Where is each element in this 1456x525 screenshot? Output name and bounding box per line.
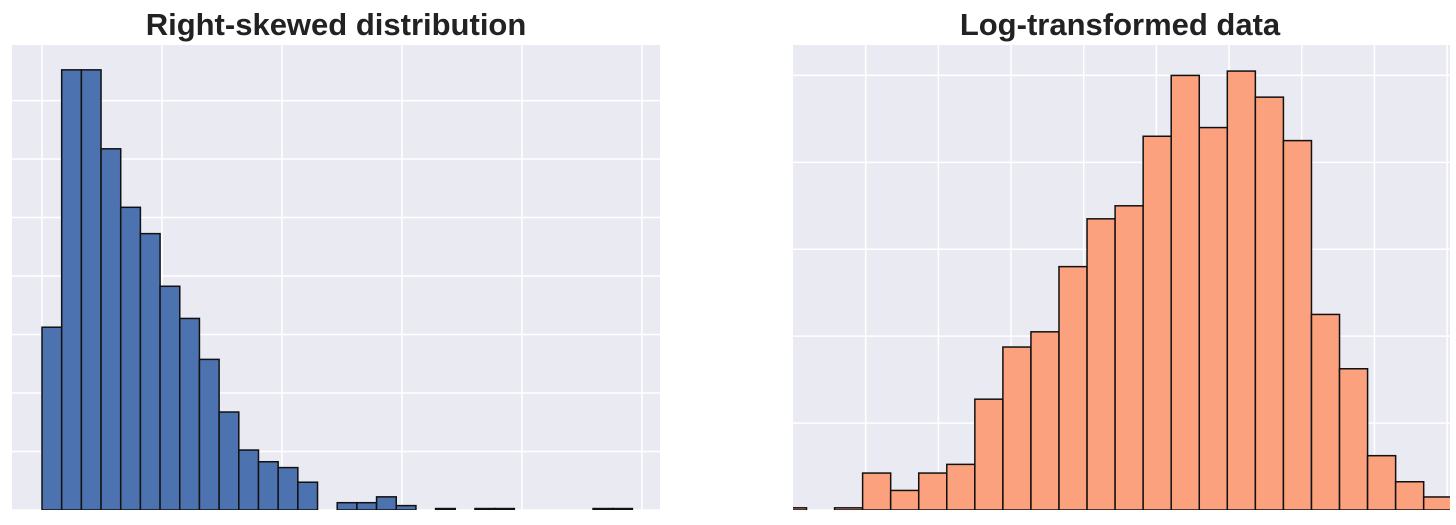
- bar: [395, 504, 417, 510]
- bar: [41, 326, 63, 510]
- bar: [1226, 70, 1257, 510]
- bar: [592, 507, 614, 510]
- bar: [1282, 139, 1313, 510]
- bar: [434, 507, 457, 510]
- bar: [218, 411, 240, 510]
- bar: [60, 69, 83, 510]
- bar: [336, 501, 358, 510]
- chart-title: Log-transformed data: [960, 7, 1281, 42]
- bar: [1114, 205, 1144, 510]
- bar: [238, 449, 260, 510]
- bar: [1366, 454, 1397, 510]
- bar: [974, 398, 1004, 510]
- bar: [356, 501, 378, 510]
- bar: [1310, 313, 1341, 510]
- bar: [139, 232, 161, 510]
- bar: [946, 463, 976, 510]
- bar: [474, 507, 496, 510]
- bar: [793, 507, 808, 510]
- axes: [12, 45, 660, 510]
- bar: [1198, 126, 1229, 510]
- bar: [1142, 135, 1172, 510]
- bar: [119, 206, 142, 510]
- bar: [889, 489, 920, 510]
- bar: [1394, 481, 1425, 510]
- bar: [1058, 265, 1088, 510]
- bar: [917, 472, 948, 510]
- bar: [297, 481, 319, 510]
- chart-title: Right-skewed distribution: [146, 7, 527, 42]
- axes: [793, 45, 1450, 510]
- bar: [861, 472, 892, 510]
- bar: [1002, 346, 1032, 510]
- bar: [493, 507, 516, 510]
- bar: [1338, 368, 1369, 510]
- bar: [159, 285, 181, 510]
- bar: [611, 507, 634, 510]
- bar: [1030, 331, 1060, 510]
- bar: [100, 148, 122, 510]
- bar: [198, 358, 220, 510]
- bar: [277, 466, 299, 510]
- bar: [833, 507, 864, 510]
- bar: [1422, 496, 1450, 510]
- bar: [1170, 74, 1201, 510]
- bar: [179, 317, 201, 510]
- bar: [1254, 96, 1285, 510]
- bar: [1086, 218, 1116, 510]
- bar: [257, 460, 279, 510]
- bar: [80, 69, 102, 510]
- bar: [375, 496, 397, 510]
